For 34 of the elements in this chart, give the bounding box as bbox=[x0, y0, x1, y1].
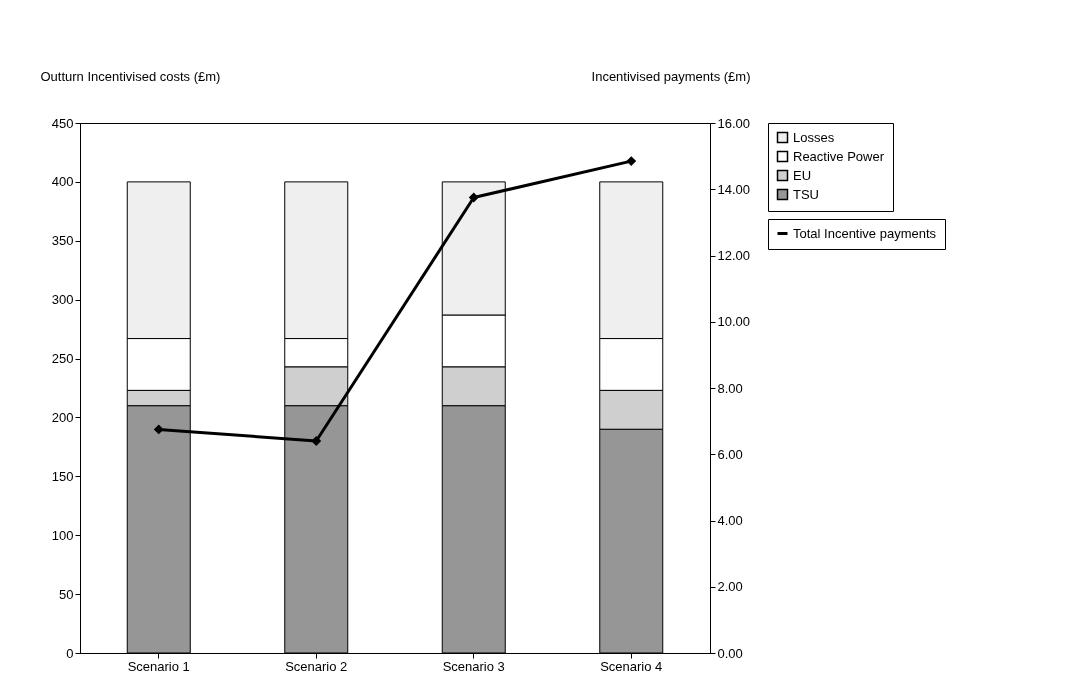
point bbox=[469, 193, 479, 203]
y-tick-label: 250 bbox=[51, 351, 74, 367]
y-tick-label: 200 bbox=[51, 409, 74, 425]
point bbox=[626, 156, 636, 166]
y-tick-label: 150 bbox=[51, 468, 74, 484]
y2-tick-label: 8.00 bbox=[717, 380, 743, 396]
legend-label: TSU bbox=[793, 186, 819, 202]
y-axis-title: Outturn Incentivised costs (£m) bbox=[40, 68, 221, 84]
y-tick-label: 100 bbox=[51, 527, 74, 543]
y-tick-label: 50 bbox=[59, 586, 74, 602]
y2-tick-label: 6.00 bbox=[717, 446, 743, 462]
legend-label: Reactive Power bbox=[793, 148, 885, 164]
legend-label: Losses bbox=[793, 129, 835, 145]
point bbox=[311, 436, 321, 446]
y2-tick-label: 4.00 bbox=[717, 513, 743, 528]
x-tick-label: Scenario 3 bbox=[442, 658, 505, 674]
y2-tick-label: 16.00 bbox=[717, 115, 751, 131]
x-tick-label: Scenario 1 bbox=[127, 658, 190, 674]
y-tick-label: 400 bbox=[51, 174, 74, 190]
y-tick-label: 450 bbox=[51, 115, 74, 131]
y2-axis-title: Incentivised payments (£m) bbox=[591, 68, 751, 84]
x-tick-label: Scenario 2 bbox=[285, 658, 348, 674]
y-tick-label: 350 bbox=[51, 233, 74, 249]
point bbox=[154, 424, 164, 434]
y2-tick-label: 14.00 bbox=[717, 181, 751, 197]
y2-tick-label: 12.00 bbox=[717, 248, 751, 263]
y2-tick-label: 2.00 bbox=[717, 579, 743, 595]
y-tick-label: 0 bbox=[66, 645, 74, 661]
legend-label: EU bbox=[793, 167, 812, 183]
legend-label: Total Incentive payments bbox=[793, 225, 937, 241]
y2-tick-label: 10.00 bbox=[717, 314, 751, 330]
y2-tick-label: 0.00 bbox=[717, 645, 743, 661]
y-tick-label: 300 bbox=[51, 292, 74, 308]
x-tick-label: Scenario 4 bbox=[600, 658, 663, 674]
